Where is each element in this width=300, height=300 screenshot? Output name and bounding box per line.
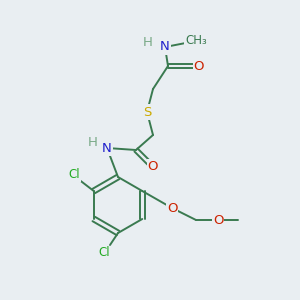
Text: O: O: [148, 160, 158, 173]
Text: O: O: [167, 202, 177, 214]
Text: O: O: [194, 59, 204, 73]
Text: H: H: [88, 136, 98, 149]
Text: N: N: [102, 142, 112, 154]
Text: Cl: Cl: [98, 247, 110, 260]
Text: CH₃: CH₃: [185, 34, 207, 47]
Text: S: S: [143, 106, 151, 118]
Text: H: H: [143, 35, 153, 49]
Text: Cl: Cl: [68, 169, 80, 182]
Text: N: N: [160, 40, 170, 53]
Text: O: O: [213, 214, 223, 226]
